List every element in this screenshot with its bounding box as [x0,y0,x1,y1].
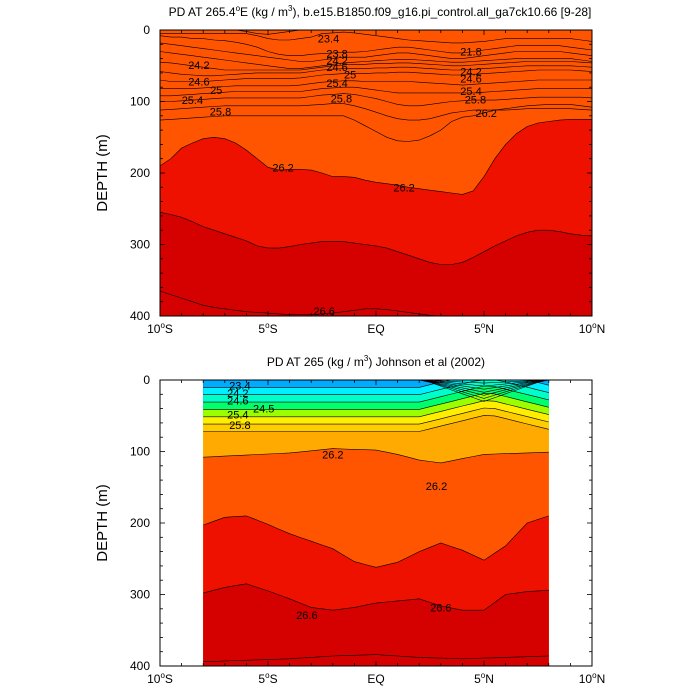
contour-label: 24.2 [227,388,248,400]
contour-line [160,35,592,56]
contour-label: 25.8 [465,94,486,106]
contour-label: 24.2 [326,56,347,68]
y-tick-label: 200 [130,516,150,530]
contour-label: 23.4 [318,34,339,46]
y-tick-label: 300 [130,238,150,252]
contour-label: 25.8 [331,94,352,106]
y-tick-label: 100 [130,445,150,459]
contour-line [203,515,549,568]
contour-line [203,392,549,410]
contour-label: 23.4 [229,381,250,393]
contour-line [203,380,549,399]
x-tick-label: 10oN [579,321,605,336]
panel-top-title: PD AT 265.4oE (kg / m3), b.e15.B1850.f09… [169,4,592,19]
contour-label: 26.2 [272,162,293,174]
panel-bottom-ylabel: DEPTH (m) [94,484,111,562]
contour-line [160,61,592,71]
contour-line [160,42,592,62]
y-tick-label: 0 [143,23,150,37]
contour-line [160,212,592,265]
contour-label: 24.2 [460,67,481,79]
contour-line [203,380,549,402]
contour-line [160,103,592,121]
contour-label: 24.6 [227,396,248,408]
panel-top-axes: 10oS 5oS EQ 5oN 10oN 0 100 200 300 400 [130,23,605,336]
contour-line [203,380,549,388]
contour-label: 26.2 [426,481,447,493]
contour-line [203,380,549,384]
y-tick-label: 300 [130,588,150,602]
x-tick-label: 10oS [147,671,173,686]
x-tick-label: EQ [367,322,384,336]
contour-line [203,654,549,662]
contour-line [203,380,549,390]
contour-label: 26.2 [393,182,414,194]
y-tick-label: 400 [130,309,150,323]
x-tick-label: 5oN [474,321,494,336]
x-tick-label: 5oN [474,671,494,686]
contour-label: 25 [344,69,356,81]
panel-bottom-axes: 10oS 5oS EQ 5oN 10oN 0 100 200 300 400 [130,373,605,686]
x-tick-label: 5oS [258,671,277,686]
contour-label: 26.6 [296,610,317,622]
contour-line [203,407,549,425]
panel-top-ylabel: DEPTH (m) [94,134,111,212]
contour-label: 24.5 [253,404,274,416]
x-tick-label: 5oS [258,321,277,336]
y-tick-label: 200 [130,166,150,180]
contour-line [203,380,549,393]
contour-line [203,448,549,464]
contour-line [203,583,549,611]
panel-bottom: PD AT 265 (kg / m3) Johnson et al (2002)… [94,354,605,686]
panel-bottom-title: PD AT 265 (kg / m3) Johnson et al (2002) [267,354,485,369]
contour-label: 21.8 [460,47,481,59]
contour-line [160,93,592,107]
contour-label: 24.6 [460,74,481,86]
band-27 [203,583,549,666]
contour-label: 26.6 [430,602,451,614]
contour-line [160,104,592,142]
contour-label: 24.6 [326,62,347,74]
contour-label: 24.6 [188,77,209,89]
y-tick-label: 100 [130,95,150,109]
x-tick-label: EQ [367,672,384,686]
contour-line [160,51,592,69]
x-tick-label: 10oN [579,671,605,686]
contour-line [160,65,592,77]
contour-line [203,380,549,387]
y-tick-label: 0 [143,373,150,387]
contour-label: 26.6 [313,306,334,318]
contour-line [203,400,549,418]
contour-line [203,380,549,395]
contour-label: 23.8 [326,49,347,61]
y-tick-label: 400 [130,659,150,673]
contour-label: 25.4 [460,86,481,98]
band-27 [160,212,592,316]
contour-line [160,119,592,195]
contour-label: 25.8 [210,107,231,119]
contour-label: 25.4 [326,78,347,90]
contour-line [160,31,592,44]
contour-line [160,290,592,316]
panel-bottom-plot-area: 23.424.224.6 24.5 25.425.8 26.2 26.2 26.6 26.6 [203,380,549,666]
contour-line [160,86,592,97]
contour-line [160,69,592,82]
contour-label: 25.4 [182,95,203,107]
x-tick-label: 10oS [147,321,173,336]
contour-line [160,79,592,89]
panel-top: PD AT 265.4oE (kg / m3), b.e15.B1850.f09… [94,4,605,336]
contour-line [203,385,549,403]
contour-label: 24.2 [188,60,209,72]
contour-label: 25.4 [227,409,248,421]
contour-label: 26.2 [475,108,496,120]
contour-label: 26.2 [322,449,343,461]
contour-label: 25 [210,85,222,97]
contour-label: 25.8 [229,420,250,432]
contour-line [203,415,549,432]
